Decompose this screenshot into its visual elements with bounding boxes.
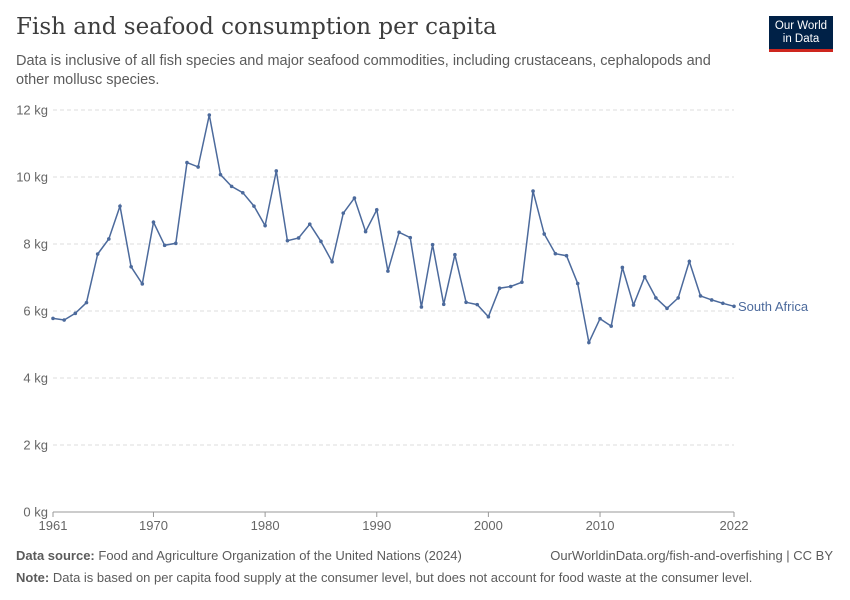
y-tick-label: 0 kg	[23, 505, 48, 520]
source-label: Data source:	[16, 548, 95, 563]
data-point[interactable]	[631, 303, 636, 307]
data-point[interactable]	[709, 298, 714, 302]
data-point[interactable]	[419, 305, 424, 309]
data-point[interactable]	[575, 281, 580, 286]
data-point[interactable]	[642, 275, 647, 279]
x-axis: 1961 1970 1980 1990 2000 2010 2022	[39, 511, 749, 533]
x-tick-label: 1970	[139, 518, 168, 533]
data-point[interactable]	[240, 190, 245, 195]
y-tick-label: 10 kg	[16, 170, 48, 185]
data-point[interactable]	[453, 252, 457, 257]
data-point[interactable]	[140, 282, 145, 286]
data-point[interactable]	[587, 340, 591, 345]
source-text: Food and Agriculture Organization of the…	[98, 548, 462, 563]
data-point[interactable]	[62, 318, 66, 322]
data-point[interactable]	[285, 238, 290, 243]
y-tick-label: 4 kg	[23, 371, 48, 386]
data-point[interactable]	[107, 237, 111, 241]
data-point[interactable]	[508, 284, 513, 289]
footer-source-row: Data source: Food and Agriculture Organi…	[16, 548, 833, 563]
data-point[interactable]	[408, 235, 413, 240]
data-point[interactable]	[687, 259, 692, 264]
data-point[interactable]	[654, 296, 658, 300]
data-point[interactable]	[263, 223, 267, 228]
y-tick-label: 6 kg	[23, 304, 48, 319]
source-link[interactable]: OurWorldinData.org/fish-and-overfishing …	[550, 548, 833, 563]
gridlines	[53, 109, 734, 446]
data-point[interactable]	[95, 252, 100, 256]
x-tick-label: 2022	[720, 518, 749, 533]
data-point[interactable]	[352, 196, 357, 200]
data-point[interactable]	[475, 302, 480, 307]
x-tick-label: 2010	[586, 518, 615, 533]
data-point[interactable]	[73, 311, 78, 316]
y-tick-label: 2 kg	[23, 438, 48, 453]
data-point[interactable]	[218, 172, 223, 177]
data-point[interactable]	[207, 113, 212, 117]
data-point[interactable]	[732, 304, 736, 309]
data-point[interactable]	[129, 264, 133, 269]
data-point[interactable]	[330, 259, 334, 264]
data-point[interactable]	[698, 294, 703, 298]
data-point[interactable]	[118, 204, 122, 208]
data-point[interactable]	[665, 306, 669, 311]
series-line[interactable]	[52, 114, 735, 345]
data-point[interactable]	[542, 232, 547, 236]
data-point[interactable]	[721, 301, 725, 306]
y-axis-ticks: 0 kg 2 kg 4 kg 6 kg 8 kg 10 kg 12 kg	[16, 103, 48, 520]
data-point[interactable]	[185, 160, 189, 165]
data-point[interactable]	[341, 211, 346, 215]
data-point[interactable]	[307, 222, 312, 227]
x-tick-label: 1980	[251, 518, 280, 533]
data-point[interactable]	[441, 302, 446, 307]
note-label: Note:	[16, 570, 50, 585]
data-point[interactable]	[497, 286, 502, 291]
data-point[interactable]	[553, 251, 558, 256]
data-point[interactable]	[564, 253, 569, 258]
y-tick-label: 12 kg	[16, 103, 48, 118]
data-point[interactable]	[252, 204, 256, 208]
data-point[interactable]	[229, 184, 234, 189]
x-tick-label: 1961	[39, 518, 68, 533]
owid-logo[interactable]: Our World in Data	[769, 16, 833, 52]
data-point[interactable]	[374, 208, 379, 212]
x-tick-label: 2000	[474, 518, 503, 533]
data-point[interactable]	[620, 265, 625, 270]
data-point[interactable]	[363, 229, 368, 234]
data-point[interactable]	[430, 242, 435, 247]
series-label[interactable]: South Africa	[738, 299, 809, 314]
data-point[interactable]	[319, 239, 323, 244]
data-point[interactable]	[84, 300, 89, 305]
data-point[interactable]	[486, 314, 491, 319]
data-point[interactable]	[386, 269, 390, 273]
data-point[interactable]	[196, 165, 200, 169]
logo-line-2: in Data	[782, 33, 820, 45]
data-point[interactable]	[51, 316, 55, 321]
data-point[interactable]	[162, 243, 167, 248]
data-point[interactable]	[676, 296, 680, 300]
data-point[interactable]	[520, 280, 524, 284]
data-point[interactable]	[609, 324, 613, 328]
data-point[interactable]	[397, 230, 401, 235]
chart-subtitle: Data is inclusive of all fish species an…	[16, 53, 711, 88]
series-south-africa[interactable]: South Africa	[51, 113, 809, 345]
data-point[interactable]	[464, 300, 468, 305]
logo-line-1: Our World	[774, 20, 828, 32]
data-point[interactable]	[598, 316, 602, 321]
y-tick-label: 8 kg	[23, 237, 48, 252]
x-tick-label: 1990	[362, 518, 391, 533]
note-text: Data is based on per capita food supply …	[52, 570, 753, 585]
chart-title: Fish and seafood consumption per capita	[16, 14, 497, 40]
data-point[interactable]	[531, 189, 535, 193]
footer-note-row: Note: Data is based on per capita food s…	[16, 570, 833, 585]
data-point[interactable]	[296, 236, 301, 240]
data-point[interactable]	[274, 169, 279, 173]
data-point[interactable]	[174, 241, 178, 246]
data-point[interactable]	[151, 220, 156, 225]
